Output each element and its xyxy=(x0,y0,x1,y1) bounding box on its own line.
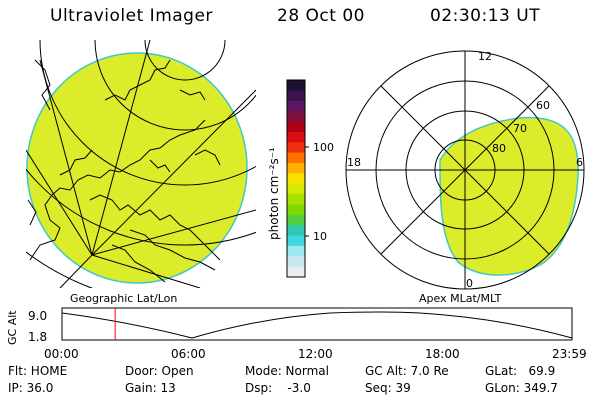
colorbar-segment xyxy=(287,183,305,195)
colorbar-segment xyxy=(287,256,305,268)
timeline-xtick-0: 00:00 xyxy=(44,347,79,361)
colorbar-segment xyxy=(287,245,305,257)
time-label: 02:30:13 UT xyxy=(430,6,541,26)
timeline-ytick-1.8: 1.8 xyxy=(28,330,47,344)
colorbar-segment xyxy=(287,266,305,278)
glat-value: GLat: 69.9 xyxy=(485,364,556,378)
geographic-caption: Geographic Lat/Lon xyxy=(70,292,177,305)
timeline-ytick-9: 9.0 xyxy=(28,309,47,323)
colorbar-segment xyxy=(287,90,305,102)
colorbar-segment xyxy=(287,111,305,122)
colorbar-segment xyxy=(287,100,305,112)
colorbar-tick-10: 10 xyxy=(313,230,327,243)
instrument-title: Ultraviolet Imager xyxy=(50,6,213,26)
colorbar-segment xyxy=(287,162,305,174)
apex-caption: Apex MLat/MLT xyxy=(419,292,502,305)
colorbar-segment xyxy=(287,225,305,237)
date-label: 28 Oct 00 xyxy=(277,6,365,26)
colorbar-tick-100: 100 xyxy=(313,141,334,154)
door-status: Door: Open xyxy=(125,364,194,378)
mlat-label-60: 60 xyxy=(536,99,550,112)
polar-plot: 12 18 6 0 60 70 80 xyxy=(345,50,585,290)
glon-value: GLon: 349.7 xyxy=(485,381,558,395)
timeline-xtick-18: 18:00 xyxy=(425,347,460,361)
mlat-label-80: 80 xyxy=(492,142,506,155)
mlt-label-0: 0 xyxy=(466,277,473,290)
gain-value: Gain: 13 xyxy=(125,381,176,395)
altitude-curve xyxy=(61,311,573,339)
ip-value: IP: 36.0 xyxy=(8,381,54,395)
colorbar-segment xyxy=(287,173,305,185)
colorbar-segment xyxy=(287,131,305,143)
mlt-label-6: 6 xyxy=(576,156,583,169)
gc-alt-value: GC Alt: 7.0 Re xyxy=(365,364,449,378)
seq-value: Seq: 39 xyxy=(365,381,411,395)
colorbar-segment xyxy=(287,121,305,133)
flight-status: Flt: HOME xyxy=(8,364,68,378)
timeline-xtick-end: 23:59 xyxy=(552,347,587,361)
colorbar-unit-label: photon cm⁻²s⁻¹ xyxy=(267,147,281,240)
timeline-xtick-12: 12:00 xyxy=(298,347,333,361)
timeline-xtick-6: 06:00 xyxy=(171,347,206,361)
uv-image-left xyxy=(26,52,248,284)
mlt-label-12: 12 xyxy=(478,50,492,63)
color-bar xyxy=(287,80,305,278)
colorbar-segment xyxy=(287,194,305,205)
altitude-timeline: 9.0 1.8 GC Alt 00:00 06:00 12:00 18:00 2… xyxy=(6,307,587,361)
dsp-value: Dsp: -3.0 xyxy=(245,381,311,395)
mode-status: Mode: Normal xyxy=(245,364,329,378)
colorbar-segment xyxy=(287,214,305,226)
colorbar-segment xyxy=(287,142,305,154)
colorbar-segment xyxy=(287,152,305,164)
mlt-label-18: 18 xyxy=(347,156,361,169)
geographic-map xyxy=(26,40,256,288)
uv-image-right xyxy=(439,116,579,276)
timeline-ylabel: GC Alt xyxy=(6,310,19,345)
colorbar-segment xyxy=(287,235,305,247)
colorbar-segment xyxy=(287,204,305,216)
colorbar-segment xyxy=(287,80,305,91)
coastlines xyxy=(27,59,221,283)
mlat-label-70: 70 xyxy=(513,122,527,135)
